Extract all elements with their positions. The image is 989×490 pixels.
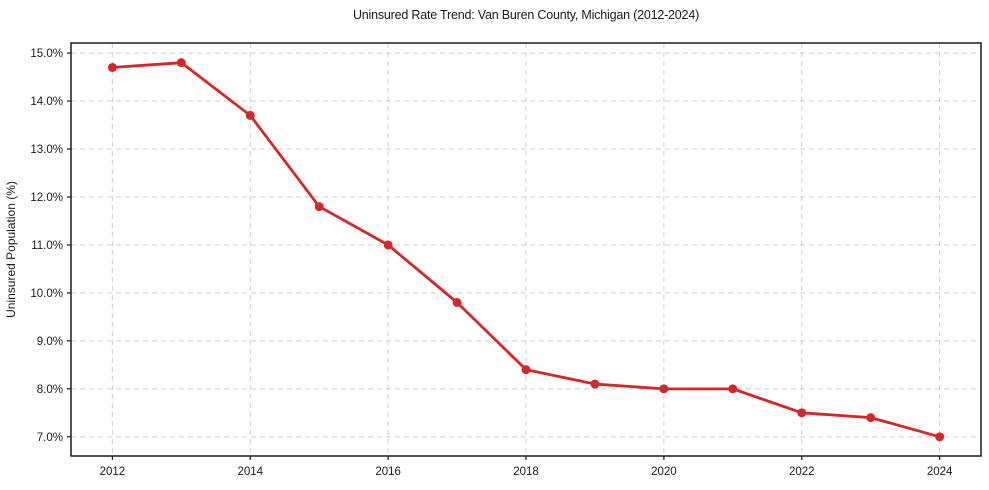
y-tick-label: 8.0% [37,384,63,396]
x-tick-label: 2014 [237,466,263,478]
data-point-2019 [590,379,600,389]
y-tick-label: 12.0% [30,192,63,204]
data-point-2020 [659,384,669,394]
data-point-2024 [935,432,945,442]
data-point-2021 [728,384,738,394]
data-point-2016 [383,240,393,250]
x-tick-label: 2024 [927,466,953,478]
x-tick-label: 2018 [513,466,539,478]
y-tick-label: 7.0% [37,432,63,444]
chart-title: Uninsured Rate Trend: Van Buren County, … [352,8,700,22]
x-tick-label: 2022 [789,466,815,478]
x-tick-label: 2020 [651,466,677,478]
x-tick-label: 2012 [100,466,126,478]
y-tick-label: 9.0% [37,336,63,348]
data-point-2023 [866,413,876,423]
data-point-2022 [797,408,807,418]
data-point-2015 [314,202,324,212]
y-tick-label: 11.0% [31,240,63,252]
data-point-2014 [245,110,255,120]
x-tick-label: 2016 [375,466,401,478]
y-tick-label: 13.0% [30,144,63,156]
y-tick-label: 14.0% [30,96,63,108]
y-axis-label: Uninsured Population (%) [4,181,18,318]
y-tick-label: 15.0% [30,48,63,60]
data-point-2013 [176,58,186,68]
y-tick-label: 10.0% [30,288,63,300]
data-point-2017 [452,298,462,308]
data-point-2018 [521,365,531,375]
data-point-2012 [107,62,117,72]
